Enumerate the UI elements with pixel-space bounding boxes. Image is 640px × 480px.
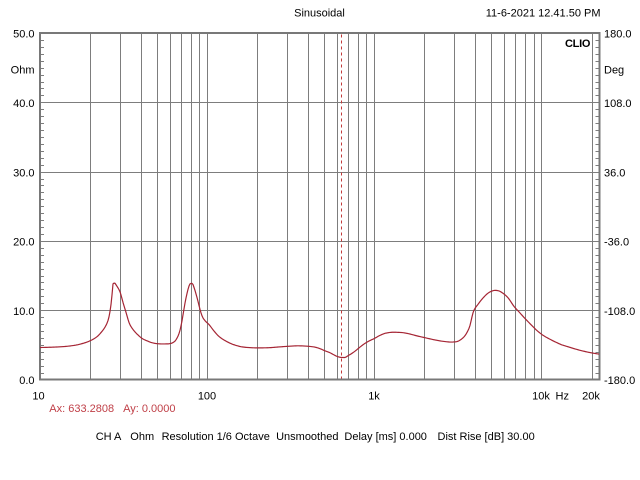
svg-text:Ohm: Ohm bbox=[11, 65, 35, 77]
svg-text:Ax: 633.2808: Ax: 633.2808 bbox=[49, 403, 114, 415]
svg-text:100: 100 bbox=[198, 391, 216, 403]
svg-text:Hz: Hz bbox=[556, 391, 569, 403]
svg-text:20k: 20k bbox=[582, 391, 600, 403]
svg-text:36.0: 36.0 bbox=[604, 167, 625, 179]
svg-text:108.0: 108.0 bbox=[604, 98, 632, 110]
svg-text:10: 10 bbox=[32, 391, 44, 403]
svg-text:CLIO: CLIO bbox=[565, 38, 591, 50]
svg-text:180.0: 180.0 bbox=[604, 29, 632, 41]
svg-text:Dist Rise [dB] 30.00: Dist Rise [dB] 30.00 bbox=[438, 431, 535, 443]
svg-text:Resolution 1/6 Octave: Resolution 1/6 Octave bbox=[162, 431, 270, 443]
svg-text:11-6-2021 12.41.50 PM: 11-6-2021 12.41.50 PM bbox=[486, 8, 601, 20]
svg-text:0.0: 0.0 bbox=[19, 375, 34, 387]
svg-text:-180.0: -180.0 bbox=[604, 375, 635, 387]
svg-text:10.0: 10.0 bbox=[13, 306, 34, 318]
svg-text:1k: 1k bbox=[368, 391, 380, 403]
svg-text:50.0: 50.0 bbox=[13, 29, 34, 41]
svg-text:10k: 10k bbox=[532, 391, 550, 403]
svg-text:40.0: 40.0 bbox=[13, 98, 34, 110]
svg-text:30.0: 30.0 bbox=[13, 167, 34, 179]
svg-text:Sinusoidal: Sinusoidal bbox=[294, 8, 345, 20]
svg-text:20.0: 20.0 bbox=[13, 237, 34, 249]
svg-text:CH A: CH A bbox=[96, 431, 122, 443]
svg-text:Unsmoothed: Unsmoothed bbox=[276, 431, 338, 443]
svg-text:Delay [ms] 0.000: Delay [ms] 0.000 bbox=[344, 431, 427, 443]
svg-text:Ohm: Ohm bbox=[130, 431, 154, 443]
svg-text:-36.0: -36.0 bbox=[604, 237, 629, 249]
svg-text:-108.0: -108.0 bbox=[604, 306, 635, 318]
svg-text:Ay: 0.0000: Ay: 0.0000 bbox=[123, 403, 175, 415]
svg-text:Deg: Deg bbox=[604, 65, 624, 77]
